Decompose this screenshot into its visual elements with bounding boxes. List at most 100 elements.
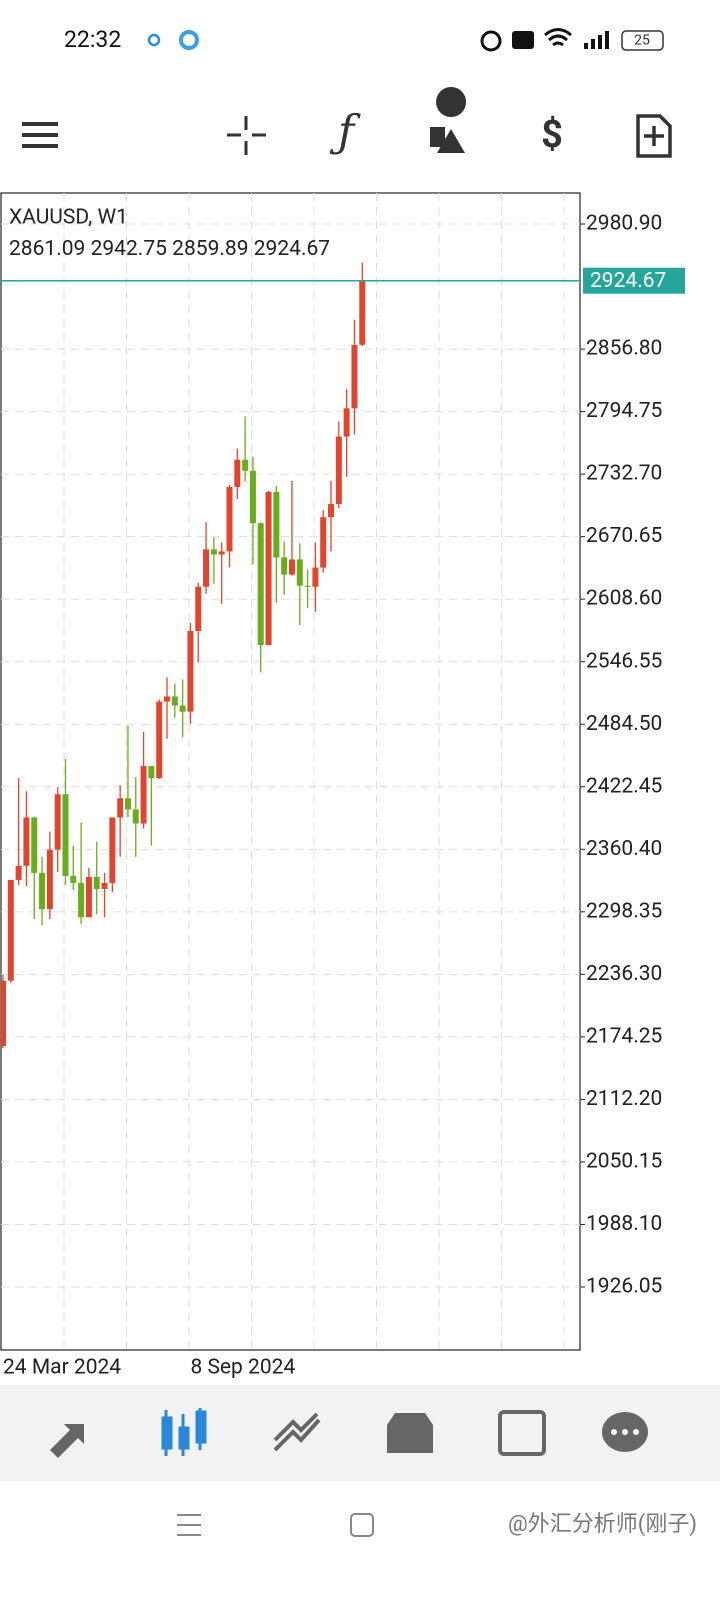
candle-body — [288, 559, 295, 575]
y-tick-label: 1926.05 — [586, 1275, 662, 1299]
candle-body — [210, 549, 217, 555]
candle-body — [124, 798, 131, 810]
candle-body — [265, 491, 272, 646]
candle-body — [117, 798, 124, 818]
candle-body — [203, 549, 210, 587]
candle-body — [351, 344, 358, 409]
symbol-title: XAUUSD, W1 — [9, 206, 128, 230]
candle-body — [304, 585, 311, 587]
candle-body — [15, 865, 22, 880]
y-tick-label: 2980.90 — [586, 212, 662, 236]
x-tick-label: 24 Mar 2024 — [3, 1356, 121, 1380]
menu-button[interactable] — [22, 122, 58, 148]
toolbar: ƒ $ — [22, 87, 672, 158]
candle-body — [46, 849, 53, 910]
y-tick-label: 2732.70 — [586, 462, 662, 486]
y-tick-label: 2670.65 — [586, 524, 662, 548]
price-tag — [583, 267, 685, 294]
y-tick-label: 2608.60 — [586, 587, 662, 611]
objects-button[interactable] — [430, 87, 467, 153]
search-icon — [147, 33, 161, 47]
candle-body — [93, 876, 100, 889]
quotes-tab[interactable] — [50, 1416, 95, 1458]
candle-body — [148, 766, 155, 779]
battery — [621, 30, 664, 51]
x-tick-label: 8 Sep 2024 — [190, 1356, 295, 1380]
timeframe-button[interactable]: $ — [541, 113, 563, 157]
wifi-icon — [544, 28, 572, 47]
candle-body — [54, 794, 61, 850]
candle-body — [343, 408, 350, 437]
candle-body — [164, 696, 171, 702]
y-tick-label: 2174.25 — [586, 1024, 662, 1048]
y-tick-label: 2856.80 — [586, 337, 662, 361]
bottom-nav — [0, 1385, 720, 1481]
ohlc-open: 2861.09 — [9, 237, 85, 261]
history-tab[interactable] — [387, 1413, 433, 1453]
candle-body — [39, 872, 46, 910]
candle-body — [70, 875, 77, 883]
news-tab[interactable] — [498, 1410, 546, 1456]
plot-area — [1, 193, 580, 1350]
candle-body — [179, 705, 186, 712]
candle-body — [85, 876, 92, 918]
y-tick-label: 1988.10 — [586, 1212, 662, 1236]
candle-body — [296, 559, 303, 586]
sys-menu[interactable] — [177, 1514, 201, 1536]
candle-body — [335, 436, 342, 505]
y-tick-label: 2422.45 — [586, 774, 662, 798]
candle-body — [140, 766, 147, 824]
battery-level: 25 — [634, 33, 650, 49]
chart-frame — [0, 192, 581, 1351]
signal-icon — [584, 31, 609, 49]
candle-body — [257, 523, 264, 646]
new-order-button[interactable] — [636, 114, 672, 158]
y-tick-label: 2236.30 — [586, 962, 662, 986]
price-tag-label: 2924.67 — [590, 269, 666, 293]
hd-icon — [512, 31, 534, 49]
candle-body — [195, 586, 202, 632]
y-tick-label: 2298.35 — [586, 899, 662, 923]
candle-body — [23, 817, 30, 866]
candle-body — [62, 794, 69, 876]
candle-body — [234, 459, 241, 487]
y-tick-label: 2484.50 — [586, 712, 662, 736]
y-tick-label: 2112.20 — [586, 1087, 662, 1111]
candle-body — [249, 470, 256, 524]
candle-body — [359, 280, 366, 345]
candle-body — [171, 696, 178, 706]
candle-body — [320, 517, 327, 568]
candle-body — [312, 567, 319, 587]
candle-body — [218, 551, 225, 555]
crosshair-button[interactable] — [227, 116, 266, 155]
status-time: 22:32 — [64, 26, 121, 53]
candle-body — [242, 459, 249, 471]
candle-body — [101, 882, 108, 889]
candle-body — [7, 879, 14, 981]
y-tick-label: 2050.15 — [586, 1149, 662, 1173]
chart-tab[interactable] — [161, 1408, 207, 1456]
candle-body — [78, 882, 85, 918]
app-icon — [179, 30, 199, 50]
candle-body — [328, 504, 335, 518]
candle-body — [31, 817, 38, 873]
candle-body — [226, 486, 233, 552]
ohlc-high: 2942.75 — [91, 237, 167, 261]
indicators-button[interactable]: ƒ — [329, 107, 361, 158]
y-tick-label: 2546.55 — [586, 649, 662, 673]
trade-tab[interactable] — [273, 1412, 321, 1452]
ohlc-low: 2859.89 — [172, 237, 248, 261]
candle-body — [132, 809, 139, 824]
y-tick-label: 2360.40 — [586, 837, 662, 861]
candle-body — [1, 980, 6, 1047]
candle-body — [156, 701, 163, 779]
alarm-icon — [480, 30, 502, 52]
candle-body — [187, 631, 194, 712]
ohlc-close: 2924.67 — [254, 237, 330, 261]
candle-body — [273, 491, 280, 558]
candle-body — [281, 557, 288, 575]
sys-home[interactable] — [350, 1513, 374, 1537]
candle-body — [109, 817, 116, 883]
